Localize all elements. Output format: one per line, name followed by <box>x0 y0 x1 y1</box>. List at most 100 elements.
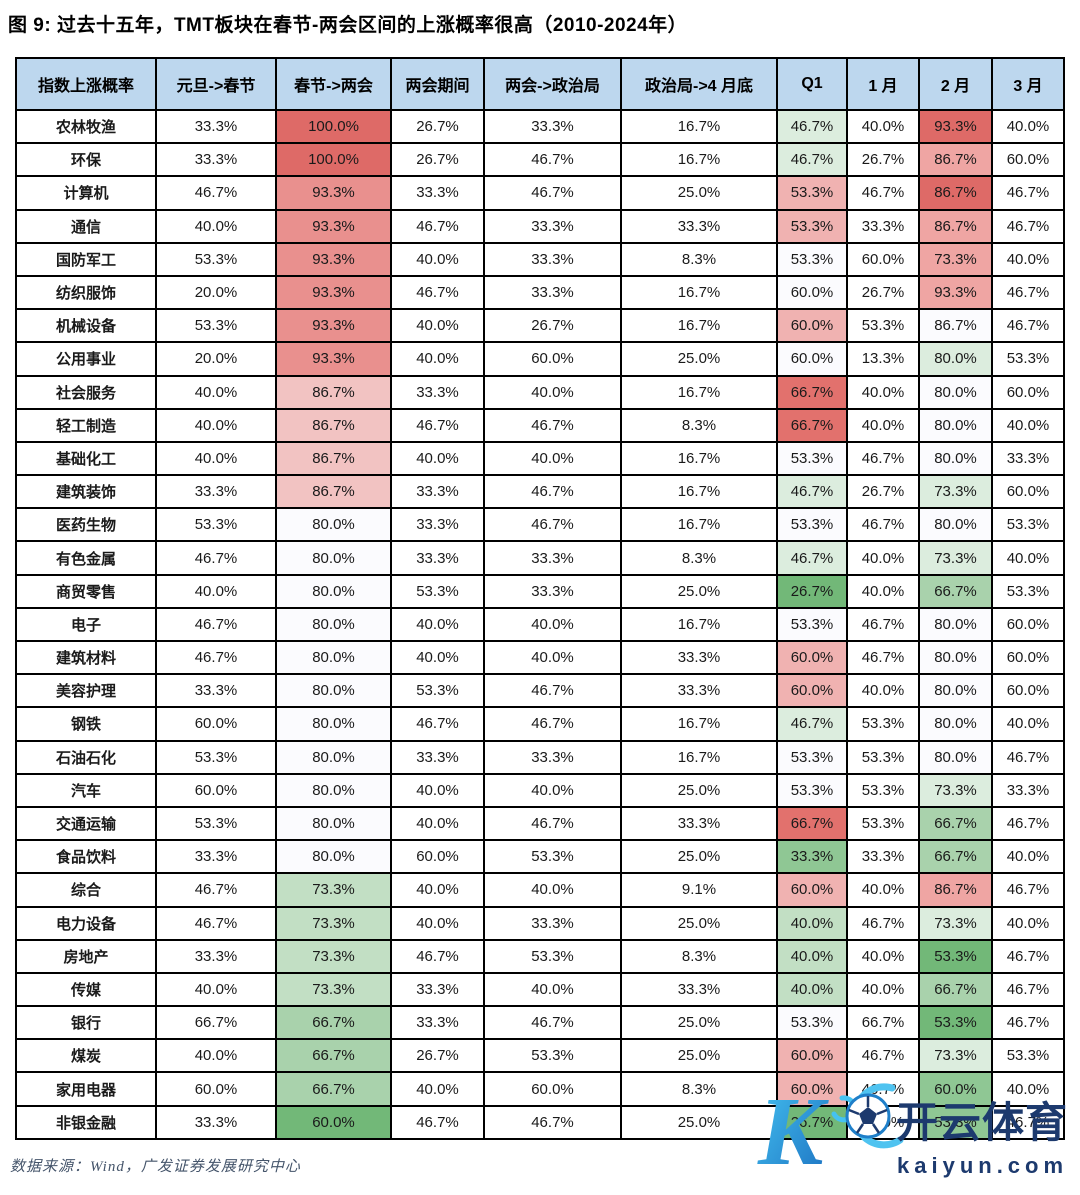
value-cell: 26.7% <box>846 474 920 510</box>
value-cell: 40.0% <box>846 540 920 576</box>
row-label: 环保 <box>15 142 157 178</box>
value-cell: 60.0% <box>991 639 1065 676</box>
value-cell: 100.0% <box>275 142 392 178</box>
value-cell: 46.7% <box>991 739 1065 775</box>
value-cell: 53.3% <box>483 1038 622 1074</box>
value-cell: 60.0% <box>776 1038 848 1074</box>
value-cell: 73.3% <box>275 971 392 1008</box>
value-cell: 40.0% <box>846 573 920 609</box>
value-cell: 9.1% <box>620 872 778 908</box>
value-cell: 8.3% <box>620 241 778 277</box>
value-cell: 40.0% <box>390 341 485 377</box>
value-cell: 60.0% <box>483 1071 622 1107</box>
value-cell: 66.7% <box>776 407 848 443</box>
column-header: 指数上涨概率 <box>15 57 157 111</box>
table-row: 银行 66.7% 66.7% 33.3% 46.7% 25.0% 53.3% 66.7% 53.… <box>15 1005 1065 1041</box>
value-cell: 16.7% <box>620 274 778 311</box>
column-header: 元旦->春节 <box>155 57 277 111</box>
row-label: 有色金属 <box>15 540 157 576</box>
row-label: 基础化工 <box>15 440 157 477</box>
value-cell: 20.0% <box>155 341 277 377</box>
value-cell: 33.3% <box>483 739 622 775</box>
value-cell: 46.7% <box>390 938 485 974</box>
value-cell: 53.3% <box>155 308 277 344</box>
value-cell: 66.7% <box>275 1005 392 1041</box>
value-cell: 53.3% <box>390 673 485 709</box>
value-cell: 93.3% <box>918 108 993 145</box>
value-cell: 40.0% <box>390 805 485 842</box>
value-cell: 46.7% <box>390 706 485 742</box>
value-cell: 53.3% <box>776 739 848 775</box>
table-row: 环保 33.3% 100.0% 26.7% 46.7% 16.7% 46.7% 26.7% 86… <box>15 142 1065 178</box>
value-cell: 66.7% <box>275 1071 392 1107</box>
value-cell: 46.7% <box>776 108 848 145</box>
value-cell: 60.0% <box>776 639 848 676</box>
table-row: 计算机 46.7% 93.3% 33.3% 46.7% 25.0% 53.3% 46.7% 86… <box>15 175 1065 211</box>
value-cell: 93.3% <box>275 175 392 211</box>
value-cell: 33.3% <box>776 839 848 875</box>
value-cell: 66.7% <box>155 1005 277 1041</box>
table-row: 传媒 40.0% 73.3% 33.3% 40.0% 33.3% 40.0% 40.0% 66.… <box>15 971 1065 1008</box>
value-cell: 25.0% <box>620 905 778 941</box>
value-cell: 66.7% <box>275 1038 392 1074</box>
value-cell: 33.3% <box>846 208 920 244</box>
value-cell: 33.3% <box>390 507 485 543</box>
value-cell: 53.3% <box>846 772 920 808</box>
value-cell: 53.3% <box>991 341 1065 377</box>
value-cell: 40.0% <box>846 872 920 908</box>
value-cell: 33.3% <box>155 1104 277 1140</box>
value-cell: 53.3% <box>846 706 920 742</box>
value-cell: 53.3% <box>776 208 848 244</box>
value-cell: 40.0% <box>846 1104 920 1140</box>
value-cell: 33.3% <box>155 142 277 178</box>
value-cell: 40.0% <box>155 208 277 244</box>
value-cell: 93.3% <box>275 274 392 311</box>
value-cell: 40.0% <box>846 407 920 443</box>
value-cell: 60.0% <box>991 673 1065 709</box>
value-cell: 16.7% <box>620 706 778 742</box>
value-cell: 46.7% <box>390 407 485 443</box>
value-cell: 33.3% <box>620 208 778 244</box>
value-cell: 46.7% <box>155 905 277 941</box>
value-cell: 33.3% <box>390 175 485 211</box>
value-cell: 33.3% <box>155 474 277 510</box>
value-cell: 73.3% <box>918 540 993 576</box>
row-label: 社会服务 <box>15 374 157 410</box>
figure-title: 图 9: 过去十五年，TMT板块在春节-两会区间的上涨概率很高（2010-202… <box>8 15 688 36</box>
value-cell: 80.0% <box>918 407 993 443</box>
value-cell: 46.7% <box>483 474 622 510</box>
value-cell: 80.0% <box>918 374 993 410</box>
value-cell: 53.3% <box>846 739 920 775</box>
table-row: 钢铁 60.0% 80.0% 46.7% 46.7% 16.7% 46.7% 53.3% 80.… <box>15 706 1065 742</box>
row-label: 电子 <box>15 606 157 643</box>
table-row: 医药生物 53.3% 80.0% 33.3% 46.7% 16.7% 53.3% 46.7% 8… <box>15 507 1065 543</box>
value-cell: 60.0% <box>991 142 1065 178</box>
value-cell: 46.7% <box>846 507 920 543</box>
row-label: 轻工制造 <box>15 407 157 443</box>
value-cell: 80.0% <box>275 507 392 543</box>
value-cell: 46.7% <box>991 274 1065 311</box>
value-cell: 53.3% <box>776 175 848 211</box>
value-cell: 46.7% <box>991 308 1065 344</box>
column-header: 春节->两会 <box>275 57 392 111</box>
value-cell: 40.0% <box>155 407 277 443</box>
value-cell: 46.7% <box>483 1005 622 1041</box>
value-cell: 40.0% <box>483 872 622 908</box>
value-cell: 40.0% <box>390 440 485 477</box>
value-cell: 46.7% <box>390 1104 485 1140</box>
value-cell: 33.3% <box>846 839 920 875</box>
row-label: 交通运输 <box>15 805 157 842</box>
value-cell: 40.0% <box>483 772 622 808</box>
value-cell: 26.7% <box>776 573 848 609</box>
table-row: 食品饮料 33.3% 80.0% 60.0% 53.3% 25.0% 33.3% 33.3% 6… <box>15 839 1065 875</box>
value-cell: 46.7% <box>991 805 1065 842</box>
value-cell: 33.3% <box>155 108 277 145</box>
value-cell: 33.3% <box>620 673 778 709</box>
value-cell: 26.7% <box>483 308 622 344</box>
value-cell: 53.3% <box>155 805 277 842</box>
value-cell: 40.0% <box>483 606 622 643</box>
table-row: 农林牧渔 33.3% 100.0% 26.7% 33.3% 16.7% 46.7% 40.0%… <box>15 108 1065 145</box>
value-cell: 40.0% <box>776 905 848 941</box>
value-cell: 33.3% <box>390 474 485 510</box>
value-cell: 46.7% <box>483 142 622 178</box>
